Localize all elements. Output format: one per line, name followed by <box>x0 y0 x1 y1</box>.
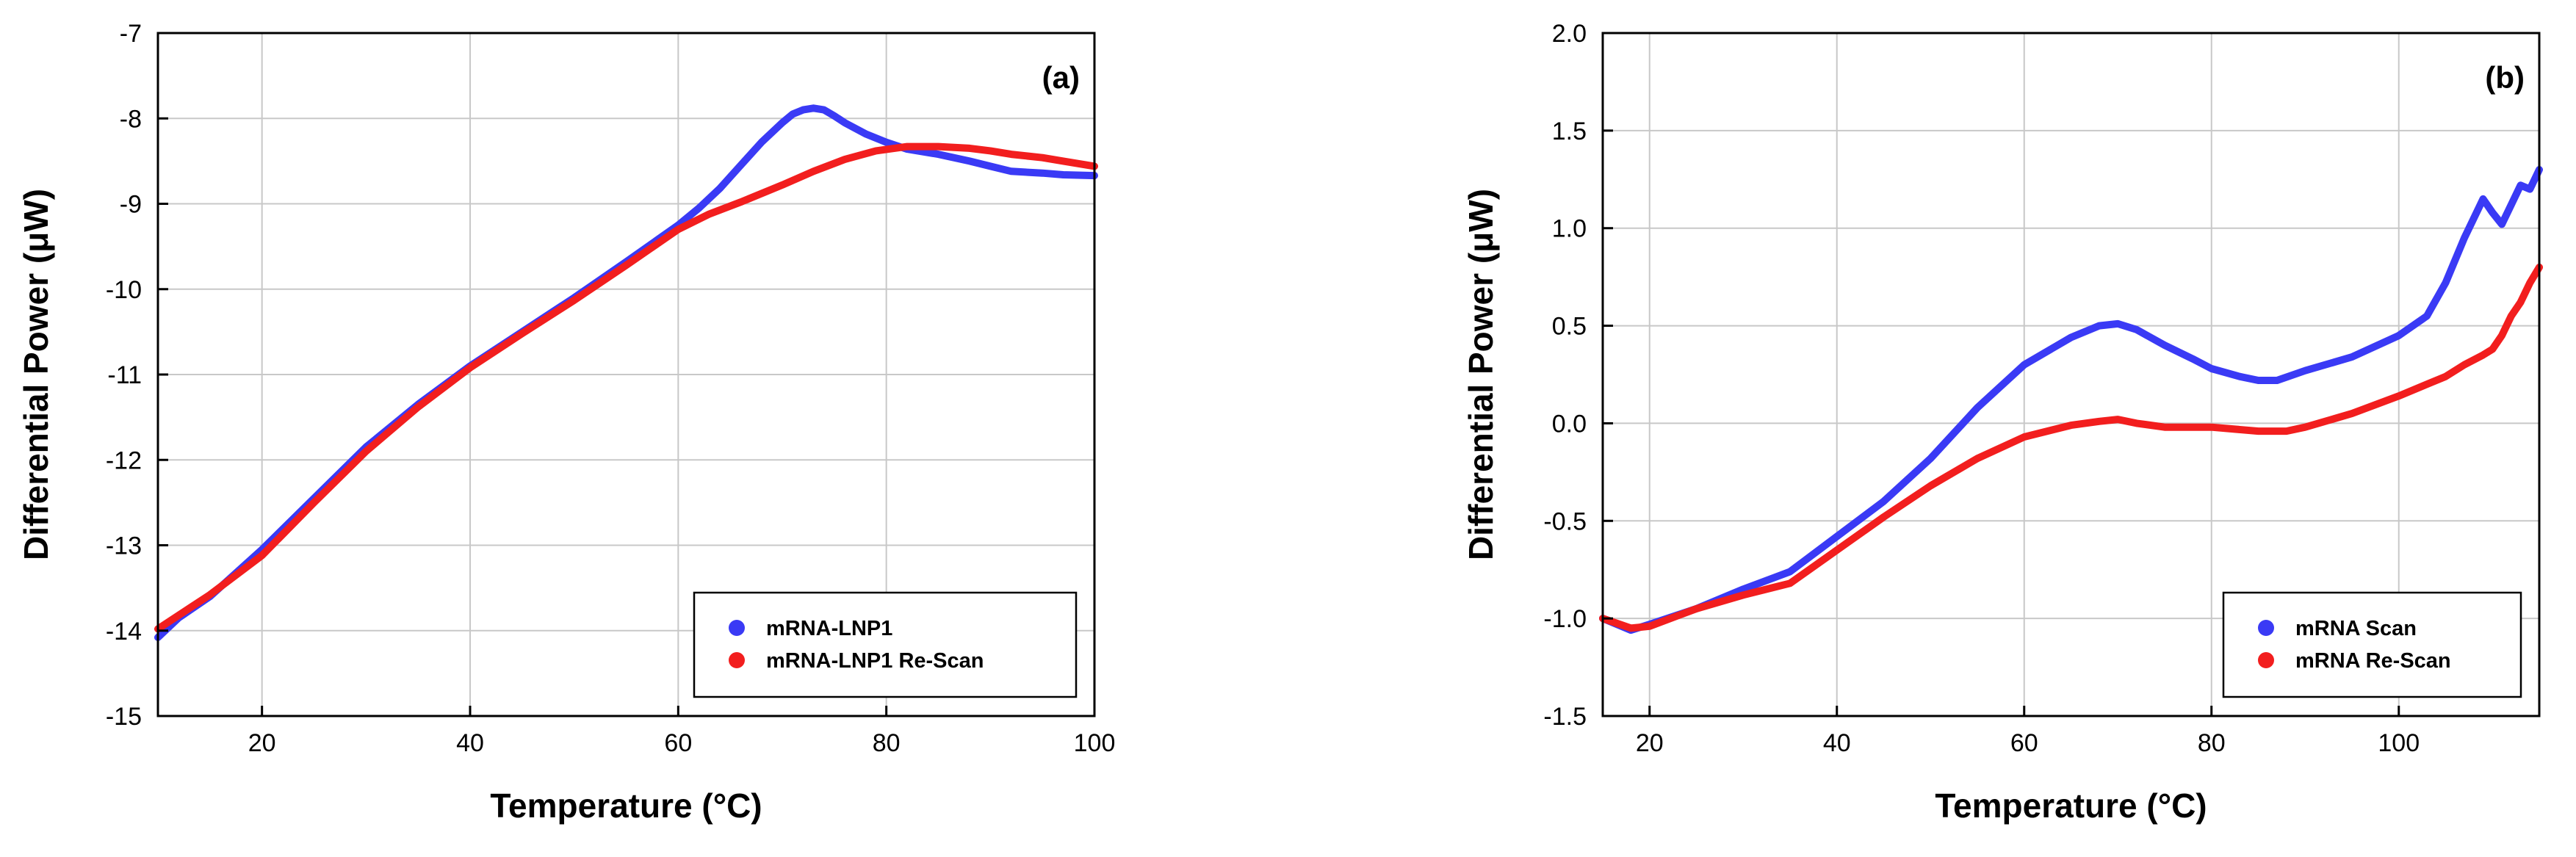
chart-panel-a: 20 40 60 80 100 -15 -14 -13 -12 -11 -10 -9 -8 -7 Tempe… <box>17 20 1115 825</box>
legend-box <box>693 591 1078 698</box>
y-tick-label: -15 <box>106 703 142 731</box>
series-line-re-scan <box>1599 263 2543 632</box>
y-tick-label: -12 <box>106 446 142 474</box>
series-line-scan <box>154 104 1098 641</box>
series-line-re-scan <box>154 142 1098 633</box>
legend-marker <box>2258 652 2274 668</box>
y-tick-label: 1.5 <box>1552 117 1587 145</box>
legend-label: mRNA Re-Scan <box>2295 649 2451 673</box>
y-tick-label: -9 <box>120 191 142 219</box>
x-tick-label: 100 <box>2378 729 2420 757</box>
legend-marker <box>729 620 745 636</box>
legend-label: mRNA-LNP1 Re-Scan <box>766 649 984 673</box>
y-tick-label: -1.5 <box>1543 703 1587 731</box>
x-tick-label: 20 <box>1636 729 1664 757</box>
series-line-scan <box>1599 166 2543 634</box>
y-axis-title: Differential Power (μW) <box>17 189 55 560</box>
x-tick-label: 60 <box>664 729 692 757</box>
chart-panel-b: 20 40 60 80 100 -1.5 -1.0 -0.5 0.0 0.5 1.0 1.5 2.0 Te… <box>1462 20 2543 825</box>
y-tick-label: -13 <box>106 532 142 560</box>
y-tick-label: -7 <box>120 20 142 48</box>
y-tick-label: -14 <box>106 618 142 646</box>
plot-frame <box>1601 32 2541 717</box>
y-tick-label: -8 <box>120 105 142 133</box>
panel-label: (b) <box>2485 60 2525 95</box>
x-axis-title: Temperature (°C) <box>1935 787 2207 825</box>
x-tick-label: 60 <box>2010 729 2038 757</box>
y-tick-label: 0.0 <box>1552 410 1587 438</box>
y-tick-label: -1.0 <box>1543 605 1587 633</box>
y-tick-label: -10 <box>106 276 142 304</box>
legend-box <box>2222 591 2522 698</box>
x-tick-label: 40 <box>456 729 484 757</box>
x-tick-label: 80 <box>2198 729 2226 757</box>
y-axis-title: Differential Power (μW) <box>1462 189 1500 560</box>
panel-label: (a) <box>1042 60 1080 95</box>
x-tick-label: 20 <box>248 729 276 757</box>
x-axis-title: Temperature (°C) <box>490 787 762 825</box>
y-tick-label: 0.5 <box>1552 313 1587 341</box>
y-tick-label: 2.0 <box>1552 20 1587 48</box>
legend-label: mRNA Scan <box>2295 617 2417 640</box>
y-tick-label: -0.5 <box>1543 507 1587 535</box>
x-tick-label: 100 <box>1074 729 1116 757</box>
y-tick-label: -11 <box>107 361 142 389</box>
legend-marker <box>729 652 745 668</box>
y-tick-label: 1.0 <box>1552 215 1587 243</box>
x-tick-label: 80 <box>873 729 901 757</box>
x-tick-label: 40 <box>1823 729 1851 757</box>
legend-marker <box>2258 620 2274 636</box>
legend-label: mRNA-LNP1 <box>766 617 892 640</box>
